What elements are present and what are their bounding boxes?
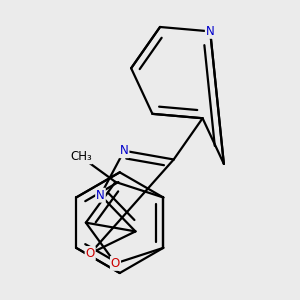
Text: N: N <box>206 25 214 38</box>
Text: N: N <box>96 189 105 202</box>
Text: CH₃: CH₃ <box>70 150 92 163</box>
Text: O: O <box>85 247 95 260</box>
Text: O: O <box>111 257 120 270</box>
Text: N: N <box>120 144 128 157</box>
